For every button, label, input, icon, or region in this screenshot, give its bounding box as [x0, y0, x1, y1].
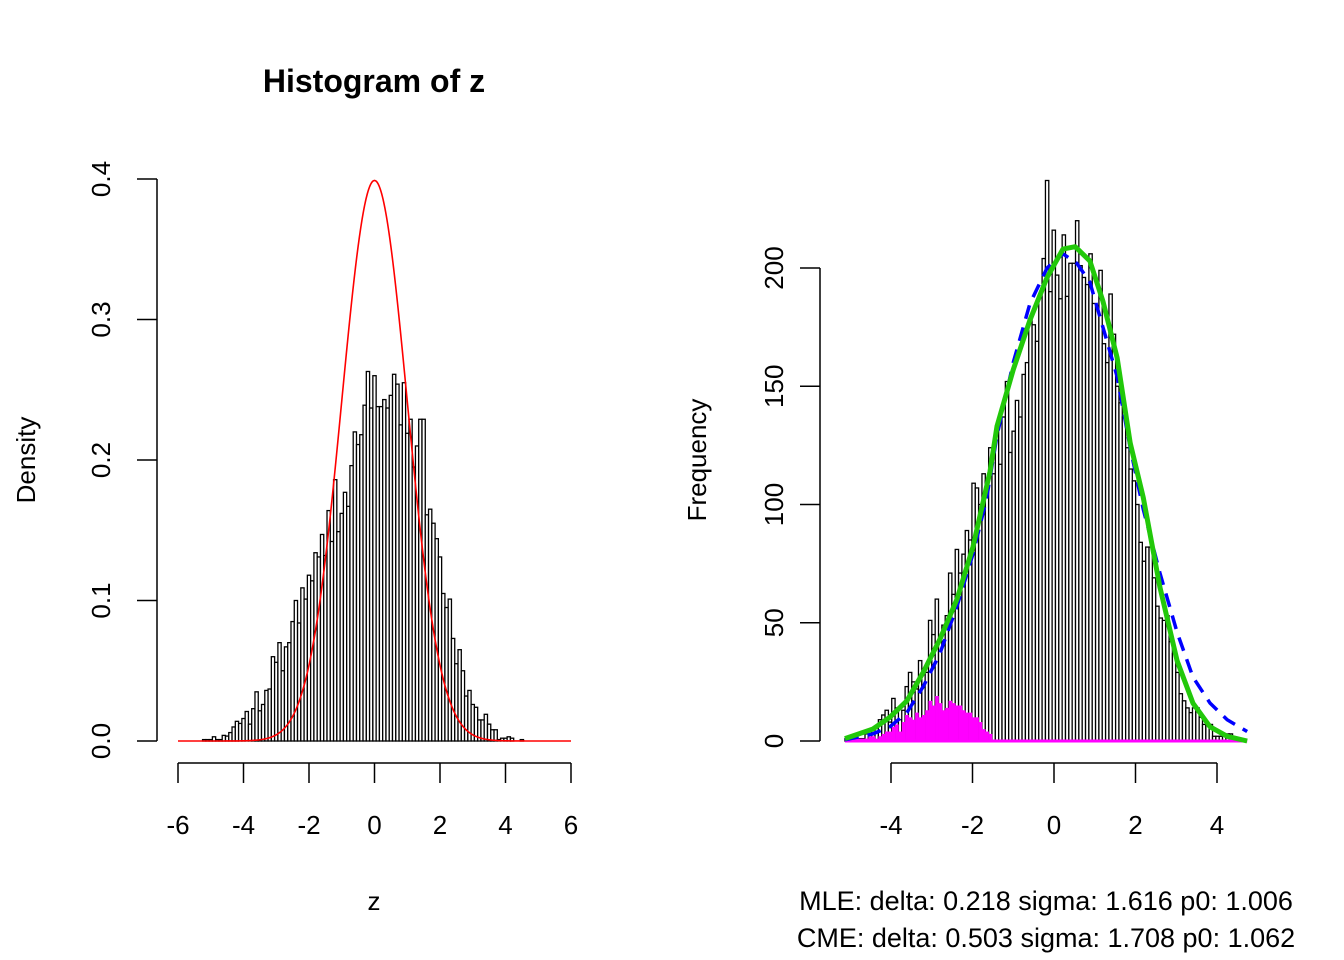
- component-bar: [868, 736, 872, 741]
- component-bar: [908, 717, 913, 741]
- component-bar: [881, 733, 886, 741]
- component-bar: [918, 717, 923, 741]
- axes: -4 -2 0 2 4 0 50 100 150 200: [759, 246, 1224, 840]
- y-tick-label: 0.2: [86, 442, 116, 478]
- left-histogram: Histogram of z Density z -6 -4 -2 0 2 4 6 0.0 0.…: [11, 63, 578, 916]
- component-bar: [925, 710, 929, 741]
- y-tick-label: 0: [759, 734, 789, 748]
- y-tick-label: 200: [759, 246, 789, 289]
- x-tick-label: 0: [1047, 810, 1061, 840]
- cme-estimates: CME: delta: 0.503 sigma: 1.708 p0: 1.062: [797, 923, 1295, 953]
- component-bar: [981, 729, 986, 741]
- x-tick-label: 0: [367, 810, 381, 840]
- component-bars: [844, 696, 1248, 743]
- axes: -6 -4 -2 0 2 4 6 0.0 0.1 0.2 0.3 0.4: [86, 161, 578, 840]
- component-bar: [968, 712, 973, 741]
- chart-title: Histogram of z: [263, 63, 485, 99]
- y-tick-label: 0.0: [86, 723, 116, 759]
- component-bar: [905, 714, 909, 741]
- x-tick-label: 2: [1128, 810, 1142, 840]
- component-bar: [948, 700, 953, 741]
- component-bar: [895, 724, 899, 741]
- component-bar: [921, 714, 926, 741]
- x-tick-label: -2: [961, 810, 984, 840]
- y-tick-label: 0.4: [86, 161, 116, 197]
- component-bar: [935, 696, 939, 741]
- component-bar: [928, 700, 933, 741]
- component-bar: [941, 710, 946, 741]
- component-bar: [945, 707, 949, 741]
- y-axis-label: Density: [11, 417, 41, 504]
- component-bar: [951, 703, 956, 741]
- x-tick-label: 2: [433, 810, 447, 840]
- x-tick-label: -4: [879, 810, 902, 840]
- component-bar: [988, 733, 993, 741]
- component-bar: [898, 731, 903, 741]
- mle-estimates: MLE: delta: 0.218 sigma: 1.616 p0: 1.006: [799, 886, 1293, 916]
- component-bar: [915, 712, 919, 741]
- component-bar: [911, 719, 916, 741]
- y-axis-label: Frequency: [682, 399, 712, 522]
- right-histogram: Frequency MLE: delta: 0.218 sigma: 1.616…: [682, 179, 1295, 953]
- y-tick-label: 0.1: [86, 582, 116, 618]
- component-bar: [871, 736, 876, 741]
- x-tick-label: -4: [232, 810, 255, 840]
- mle-curve: [844, 251, 1249, 742]
- bars: [201, 370, 525, 742]
- component-bar: [965, 712, 969, 741]
- component-bar: [971, 717, 976, 741]
- component-bar: [878, 736, 883, 741]
- component-bar: [961, 710, 966, 741]
- y-tick-label: 100: [759, 483, 789, 526]
- component-bar: [955, 705, 959, 741]
- component-bar: [975, 717, 979, 741]
- component-bar: [985, 731, 989, 741]
- y-tick-label: 0.3: [86, 301, 116, 337]
- x-axis-label: z: [368, 886, 381, 916]
- y-tick-label: 50: [759, 608, 789, 637]
- component-bar: [885, 731, 889, 741]
- cme-curve: [844, 244, 1248, 744]
- component-bar: [978, 722, 983, 741]
- component-bar: [938, 703, 943, 741]
- component-bar: [931, 705, 936, 741]
- x-tick-label: 4: [498, 810, 512, 840]
- component-bar: [958, 705, 963, 741]
- component-bar: [891, 726, 896, 741]
- y-tick-label: 150: [759, 365, 789, 408]
- normal-curve: [178, 179, 571, 742]
- x-tick-label: -2: [297, 810, 320, 840]
- x-tick-label: -6: [166, 810, 189, 840]
- component-bar: [901, 722, 906, 741]
- x-tick-label: 4: [1210, 810, 1224, 840]
- x-tick-label: 6: [564, 810, 578, 840]
- component-bar: [888, 731, 893, 741]
